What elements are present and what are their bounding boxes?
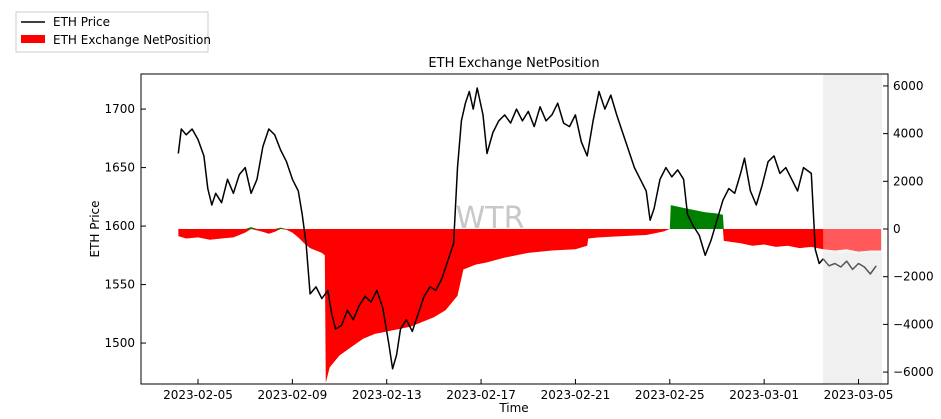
x-axis-label: Time (498, 401, 528, 415)
y-right-tick-label: 2000 (893, 174, 924, 188)
x-tick-label: 2023-02-13 (352, 388, 422, 402)
y-right-tick-label: 0 (893, 222, 901, 236)
y-right-tick-label: −2000 (893, 270, 934, 284)
x-tick-label: 2023-02-25 (635, 388, 705, 402)
y-right-tick-label: 4000 (893, 127, 924, 141)
x-tick-label: 2023-02-21 (541, 388, 611, 402)
y-right-tick-label: −6000 (893, 365, 934, 379)
y-left-tick-label: 1700 (104, 102, 135, 116)
x-tick-label: 2023-02-09 (257, 388, 327, 402)
legend-box (15, 11, 209, 53)
price-line-layer (177, 87, 877, 370)
y-axis-label-left: ETH Price (88, 200, 102, 257)
watermark: WTR (456, 201, 525, 236)
y-right-tick-label: 6000 (893, 79, 924, 93)
y-left-tick-label: 1600 (104, 219, 135, 233)
y-left-tick-label: 1500 (104, 336, 135, 350)
netposition-positive-area (178, 205, 882, 229)
price-line-shaded (822, 258, 877, 275)
chart-title: ETH Exchange NetPosition (428, 56, 599, 71)
legend-price-label: ETH Price (53, 15, 110, 29)
y-left-tick-label: 1650 (104, 161, 135, 175)
x-tick-label: 2023-02-05 (163, 388, 233, 402)
price-line (177, 87, 824, 370)
netposition-negative-area (178, 229, 882, 383)
netposition-area-layer (178, 205, 883, 383)
y-right-tick-label: −4000 (893, 317, 934, 331)
shaded-area-overlay (823, 229, 883, 253)
y-left-tick-label: 1550 (104, 278, 135, 292)
legend-netposition-label: ETH Exchange NetPosition (53, 33, 211, 47)
legend: ETH Price ETH Exchange NetPosition (15, 11, 211, 53)
axis-layer: 1500 1550 1600 1650 1700 −6000 −4000 −2000 0 2000… (104, 79, 933, 402)
x-tick-label: 2023-02-17 (446, 388, 516, 402)
x-tick-label: 2023-03-01 (729, 388, 799, 402)
legend-netposition-swatch (21, 35, 45, 43)
x-tick-label: 2023-03-05 (824, 388, 894, 402)
